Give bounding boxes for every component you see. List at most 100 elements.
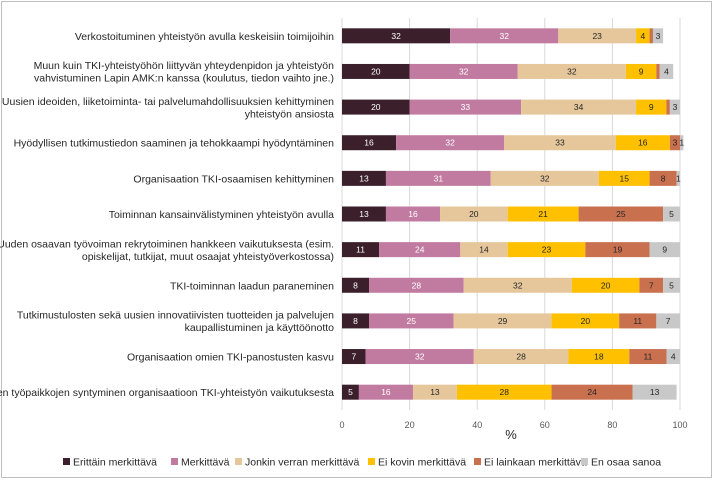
- bar-segment: [666, 99, 670, 115]
- bar-segment: [409, 99, 522, 115]
- bar-value-label: 18: [594, 352, 604, 362]
- bar-segment: [342, 349, 366, 365]
- bar-segment: [342, 28, 451, 44]
- bar-value-label: 3: [673, 102, 678, 112]
- bar-segment: [342, 206, 386, 222]
- bar-segment: [649, 28, 653, 44]
- bar-segment: [440, 206, 508, 222]
- bar-value-label: 4: [664, 66, 669, 76]
- bar-segment: [656, 63, 660, 79]
- legend-swatch: [235, 458, 242, 465]
- bar-segment: [342, 135, 397, 151]
- bar-segment: [619, 313, 657, 329]
- bar-value-label: 5: [348, 387, 353, 397]
- bar-segment: [453, 313, 552, 329]
- bar-segment: [615, 135, 670, 151]
- bar-value-label: 14: [479, 245, 489, 255]
- category-label: Hyödyllisen tutkimustiedon saaminen ja t…: [14, 138, 335, 150]
- category-label: yhteistyön ansiosta: [245, 108, 334, 120]
- bar-value-label: 11: [643, 352, 652, 362]
- x-tick-label: 60: [540, 420, 550, 430]
- bar-segment: [507, 206, 579, 222]
- bar-segment: [385, 170, 491, 186]
- bar-value-label: 4: [671, 352, 676, 362]
- legend-label: En osaa sanoa: [591, 457, 661, 469]
- bar-value-label: 16: [638, 138, 648, 148]
- bar-value-label: 31: [434, 173, 444, 183]
- bar-value-label: 9: [662, 245, 667, 255]
- bar-value-label: 16: [408, 209, 418, 219]
- bar-segment: [663, 277, 680, 293]
- bar-value-label: 24: [415, 245, 425, 255]
- bar-segment: [636, 99, 667, 115]
- bar-segment: [649, 242, 680, 258]
- bar-segment: [369, 313, 454, 329]
- bar-segment: [656, 313, 680, 329]
- bar-segment: [669, 99, 680, 115]
- legend-swatch: [63, 458, 70, 465]
- bar-value-label: 1: [676, 173, 681, 183]
- bar-segment: [629, 349, 667, 365]
- bar-segment: [571, 277, 640, 293]
- bar-value-label: 3: [656, 31, 661, 41]
- category-label: kaupallistuminen ja käyttöönotto: [185, 322, 335, 334]
- bar-segment: [680, 135, 684, 151]
- category-label: Organisaation omien TKI-panostusten kasv…: [127, 352, 334, 364]
- bar-value-label: 11: [356, 245, 365, 255]
- bar-segment: [342, 384, 359, 400]
- bar-segment: [473, 349, 569, 365]
- bar-value-label: 7: [649, 280, 654, 290]
- bar-value-label: 8: [353, 280, 358, 290]
- bar-segment: [342, 313, 370, 329]
- bar-value-label: 13: [650, 387, 660, 397]
- legend-swatch: [171, 458, 178, 465]
- bar-segment: [379, 242, 461, 258]
- bar-segment: [568, 349, 630, 365]
- bar-segment: [504, 135, 616, 151]
- bar-value-label: 21: [538, 209, 548, 219]
- category-label: Uusien työpaikkojen syntyminen organisaa…: [0, 387, 334, 399]
- bar-value-label: 8: [661, 173, 666, 183]
- bar-segment: [649, 170, 677, 186]
- bar-value-label: 32: [500, 31, 510, 41]
- bar-value-label: 8: [353, 316, 358, 326]
- bar-value-label: 13: [359, 173, 369, 183]
- category-label: opiskelijat, tutkijat, muut osaajat yhte…: [82, 251, 334, 263]
- bar-value-label: 5: [669, 209, 674, 219]
- bar-value-label: 9: [649, 102, 654, 112]
- bar-segment: [551, 384, 633, 400]
- bar-segment: [342, 170, 386, 186]
- bar-value-label: 16: [364, 138, 374, 148]
- bar-value-label: 3: [673, 138, 678, 148]
- legend-swatch: [581, 458, 588, 465]
- category-label: TKI-toiminnan laadun paraneminen: [170, 280, 334, 292]
- bar-segment: [558, 28, 637, 44]
- bar-segment: [625, 63, 657, 79]
- bar-value-label: 32: [391, 31, 401, 41]
- bar-value-label: 13: [359, 209, 369, 219]
- bar-value-label: 20: [581, 316, 591, 326]
- bar-segment: [365, 349, 474, 365]
- bar-value-label: 20: [601, 280, 611, 290]
- bar-segment: [342, 63, 410, 79]
- bar-value-label: 19: [613, 245, 623, 255]
- bar-value-label: 9: [639, 66, 644, 76]
- bar-segment: [676, 170, 680, 186]
- bar-value-label: 24: [587, 387, 597, 397]
- legend-label: Erittäin merkittävä: [73, 457, 157, 469]
- legend-label: Merkittävä: [181, 457, 230, 469]
- x-tick-label: 0: [339, 420, 344, 430]
- x-tick-label: 40: [472, 420, 482, 430]
- bar-value-label: 20: [469, 209, 479, 219]
- bar-value-label: 32: [540, 173, 550, 183]
- bar-segment: [632, 384, 677, 400]
- bar-value-label: 28: [516, 352, 526, 362]
- bar-segment: [385, 206, 441, 222]
- bar-segment: [551, 313, 620, 329]
- bar-segment: [663, 206, 680, 222]
- legend-swatch: [474, 458, 481, 465]
- bar-value-label: 32: [459, 66, 469, 76]
- bar-segment: [396, 135, 505, 151]
- x-tick-label: 100: [672, 420, 687, 430]
